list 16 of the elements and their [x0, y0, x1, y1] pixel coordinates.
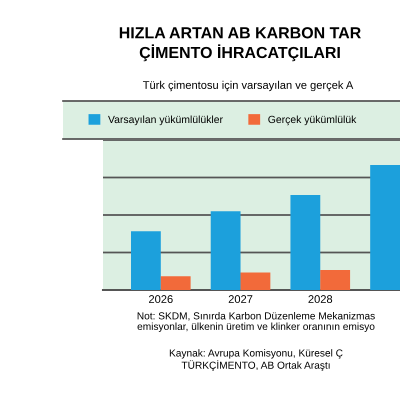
x-tick-label: 2028: [308, 295, 332, 304]
text: Not: SKDM, Sınırda Karbon Düzenleme Mekanizmas emisyonlar, ülkenin üretim ve klinker oranının emisyo: [138, 312, 375, 332]
bar: [160, 276, 191, 290]
text: Kaynak: Avrupa Komisyonu, Küresel Ç TÜRKÇİMENTO, AB Ortak Araştı: [170, 349, 343, 371]
x-tick-label: 2026: [149, 295, 173, 304]
chart-subtitle: Türk çimentosu için varsayılan ve gerçek A: [142, 80, 354, 92]
bar: [210, 211, 241, 290]
bar: [130, 231, 161, 290]
bar: [370, 165, 400, 290]
bar: [240, 272, 270, 290]
bar: [320, 270, 350, 290]
bar: [290, 195, 320, 290]
chart-title: HIZLA ARTAN AB KARBON TAR ÇİMENTO İHRACATÇILARI: [120, 27, 361, 62]
legend-label: Gerçek yükümlülük: [268, 115, 356, 126]
x-tick-label: 2027: [228, 295, 252, 304]
legend-label: Varsayılan yükümlülükler: [108, 115, 223, 126]
